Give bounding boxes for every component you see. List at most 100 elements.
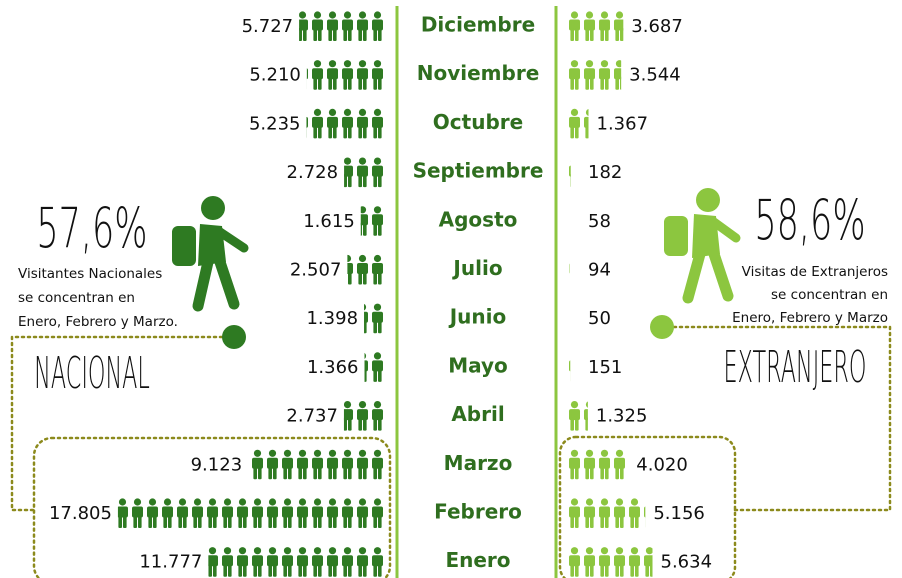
person-icon (237, 547, 248, 577)
value-label: 5.634 (661, 552, 713, 573)
value-label: 58 (588, 211, 611, 232)
month-label: Junio (448, 305, 507, 329)
month-label: Febrero (434, 500, 522, 524)
icon-row (364, 352, 383, 382)
person-icon (584, 547, 595, 577)
person-icon (569, 206, 580, 236)
value-label: 2.728 (287, 162, 339, 183)
person-icon (372, 547, 383, 577)
person-icon (372, 108, 383, 139)
person-icon (252, 547, 263, 577)
value-label: 151 (588, 357, 622, 378)
icon-row (569, 401, 588, 431)
series-label: EXTRANJERO (724, 343, 867, 393)
icon-row (347, 254, 383, 285)
icon-row (569, 547, 653, 577)
person-icon (599, 498, 610, 528)
person-icon (629, 547, 640, 577)
person-icon (267, 498, 278, 528)
person-icon (569, 254, 570, 285)
person-icon (569, 449, 580, 480)
person-icon (357, 254, 368, 285)
icon-row (344, 157, 383, 188)
month-label: Agosto (439, 207, 518, 231)
connector (10, 335, 236, 512)
person-icon (342, 60, 353, 90)
person-icon (297, 449, 308, 480)
value-label: 2.737 (286, 406, 338, 427)
value-label: 11.777 (139, 552, 202, 573)
month-label: Noviembre (417, 61, 540, 85)
month-label: Octubre (433, 110, 523, 134)
marker-dot (222, 325, 246, 349)
icon-row (364, 303, 383, 334)
month-label: Diciembre (421, 13, 535, 37)
month-label: Enero (445, 548, 510, 572)
person-icon (614, 449, 625, 480)
icon-row (306, 108, 383, 139)
icon-row (569, 108, 589, 139)
person-icon (177, 498, 188, 528)
person-icon (372, 206, 383, 236)
month-label: Mayo (448, 353, 508, 377)
month-label: Septiembre (413, 159, 544, 183)
person-icon (569, 304, 580, 334)
value-label: 5.235 (249, 113, 301, 134)
marker-dot (650, 315, 674, 339)
person-icon (569, 498, 580, 528)
person-icon (312, 108, 323, 139)
person-icon (569, 401, 580, 431)
value-label: 1.615 (303, 211, 355, 232)
person-icon (599, 11, 610, 41)
person-icon (599, 547, 610, 577)
person-icon (327, 60, 338, 90)
person-icon (252, 498, 263, 528)
person-icon (364, 303, 368, 334)
icon-row (569, 498, 646, 528)
person-icon (312, 449, 323, 480)
person-icon (372, 449, 383, 480)
note-line: Enero, Febrero y Marzo. (18, 314, 178, 330)
person-icon (297, 547, 308, 577)
person-icon (372, 11, 383, 41)
person-icon (147, 498, 158, 528)
person-icon (342, 108, 353, 139)
value-label: 1.366 (307, 357, 359, 378)
highlight-box (32, 436, 392, 578)
value-label: 1.325 (596, 406, 648, 427)
person-icon (297, 498, 308, 528)
person-icon (614, 60, 622, 90)
person-icon (162, 498, 173, 528)
person-icon (207, 498, 218, 528)
value-label: 9.123 (191, 454, 243, 475)
person-icon (599, 60, 610, 90)
value-label: 2.507 (290, 260, 342, 281)
person-icon (614, 547, 625, 577)
person-icon (312, 498, 323, 528)
value-label: 3.544 (629, 65, 681, 86)
person-icon (312, 60, 323, 90)
person-icon (584, 11, 595, 41)
icon-row (569, 11, 624, 41)
person-icon (299, 11, 308, 41)
month-label: Julio (451, 256, 502, 280)
person-icon (569, 11, 580, 41)
note-line: Visitas de Extranjeros (742, 264, 888, 280)
person-icon (372, 157, 383, 188)
person-icon (364, 352, 368, 382)
person-icon (599, 449, 610, 480)
person-icon (584, 449, 595, 480)
value-label: 17.805 (49, 503, 112, 524)
person-icon (117, 498, 128, 528)
value-label: 5.727 (242, 16, 294, 37)
value-label: 1.398 (306, 308, 358, 329)
person-icon (222, 547, 233, 577)
icon-row (208, 547, 383, 577)
note-line: Enero, Febrero y Marzo (732, 310, 888, 326)
value-label: 3.687 (631, 16, 683, 37)
highlight-box (558, 435, 737, 578)
person-icon (282, 449, 293, 480)
connector (660, 325, 892, 512)
series-label: NACIONAL (34, 349, 150, 399)
